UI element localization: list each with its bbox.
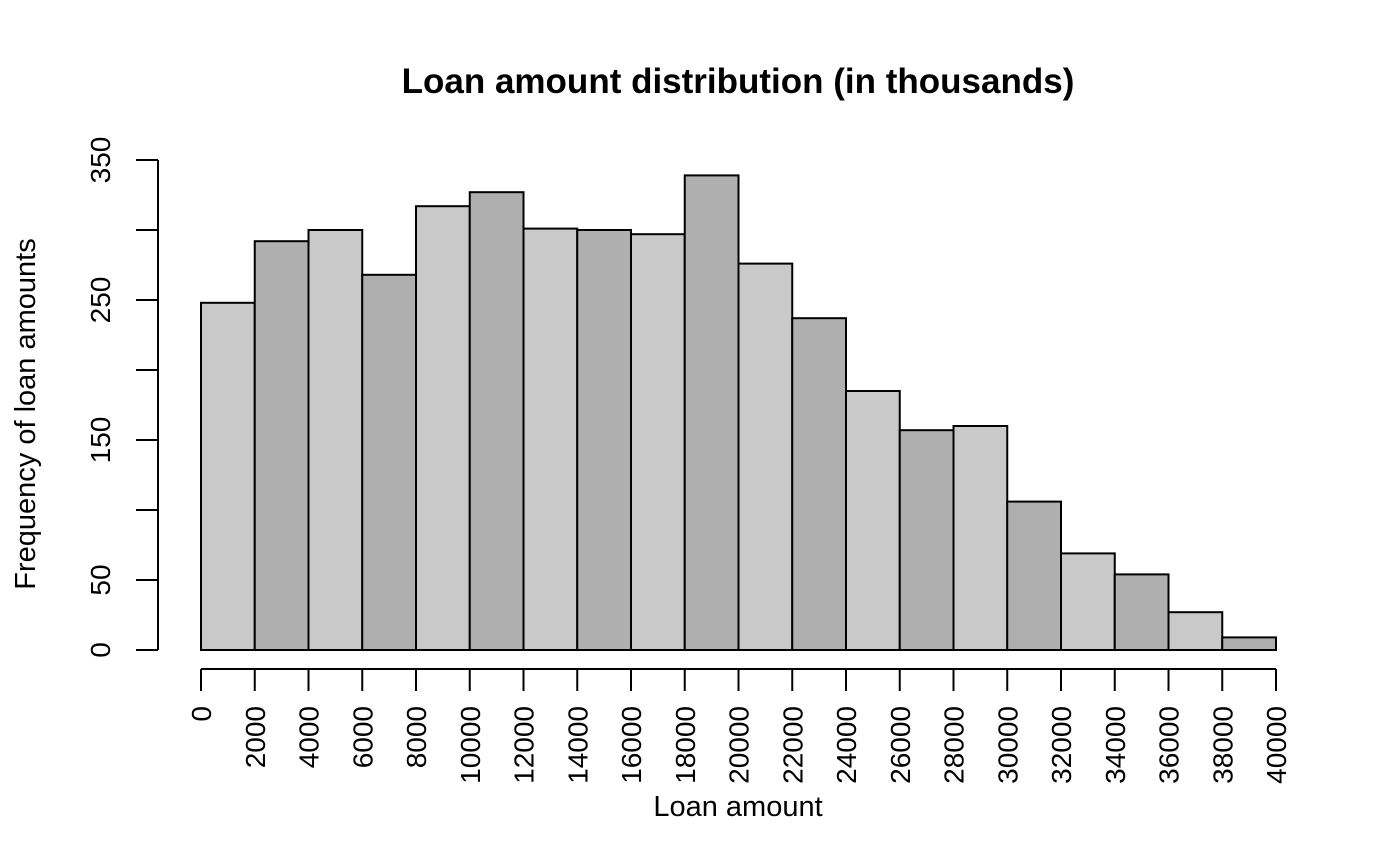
x-tick-label: 26000 (885, 706, 916, 784)
histogram-bar (683, 174, 740, 651)
y-axis-label: Frequency of loan amounts (10, 238, 42, 589)
x-tick-label: 8000 (401, 706, 432, 768)
histogram-bar (791, 317, 847, 651)
histogram-bar (845, 390, 901, 651)
x-tick-label: 36000 (1154, 706, 1185, 784)
x-tick-label: 28000 (939, 706, 970, 784)
y-tick-label: 0 (85, 642, 116, 658)
histogram-bar (1167, 611, 1224, 652)
x-tick-label: 20000 (724, 706, 755, 784)
histogram-bar (522, 227, 579, 651)
x-tick-label: 18000 (670, 706, 701, 784)
histogram-bar (952, 425, 1009, 651)
x-tick-label: 14000 (562, 706, 593, 784)
x-tick-label: 0 (186, 706, 217, 722)
x-tick-label: 4000 (294, 706, 325, 768)
x-tick-label: 2000 (240, 706, 271, 768)
y-axis: 0 50 150 250 350 (85, 137, 159, 658)
histogram-bar (1113, 573, 1170, 652)
x-tick-label: 22000 (777, 706, 808, 784)
x-tick-label: 30000 (992, 706, 1023, 784)
x-tick-label: 16000 (616, 706, 647, 784)
histogram-bar (415, 205, 471, 651)
x-tick-label: 6000 (347, 706, 378, 768)
chart-title: Loan amount distribution (in thousands) (402, 62, 1075, 101)
x-tick-label: 32000 (1046, 706, 1077, 784)
x-axis: 0 2000 4000 6000 8000 10000 12000 14000 16000 180… (186, 668, 1292, 784)
histogram-bar (1221, 636, 1277, 652)
histogram-bar (253, 240, 310, 651)
histogram-bar (1006, 500, 1062, 651)
x-axis-label: Loan amount (653, 791, 822, 823)
y-tick-label: 150 (85, 417, 116, 464)
histogram-bar (361, 273, 417, 651)
histogram-bar (630, 233, 686, 651)
histogram-bar (576, 229, 632, 651)
x-tick-label: 38000 (1207, 706, 1238, 784)
bars-group (200, 174, 1277, 652)
y-tick-label: 250 (85, 277, 116, 324)
y-tick-label: 50 (85, 564, 116, 595)
histogram-bar (898, 429, 955, 652)
histogram-bar (1060, 552, 1116, 652)
x-tick-label: 10000 (455, 706, 486, 784)
x-tick-label: 40000 (1261, 706, 1292, 784)
histogram-bar (468, 191, 525, 651)
x-tick-label: 12000 (509, 706, 540, 784)
histogram-bar (737, 262, 794, 651)
x-tick-label: 34000 (1100, 706, 1131, 784)
x-tick-label: 24000 (831, 706, 862, 784)
histogram-bar (200, 301, 256, 651)
y-tick-label: 350 (85, 137, 116, 184)
histogram-bar (307, 229, 364, 651)
